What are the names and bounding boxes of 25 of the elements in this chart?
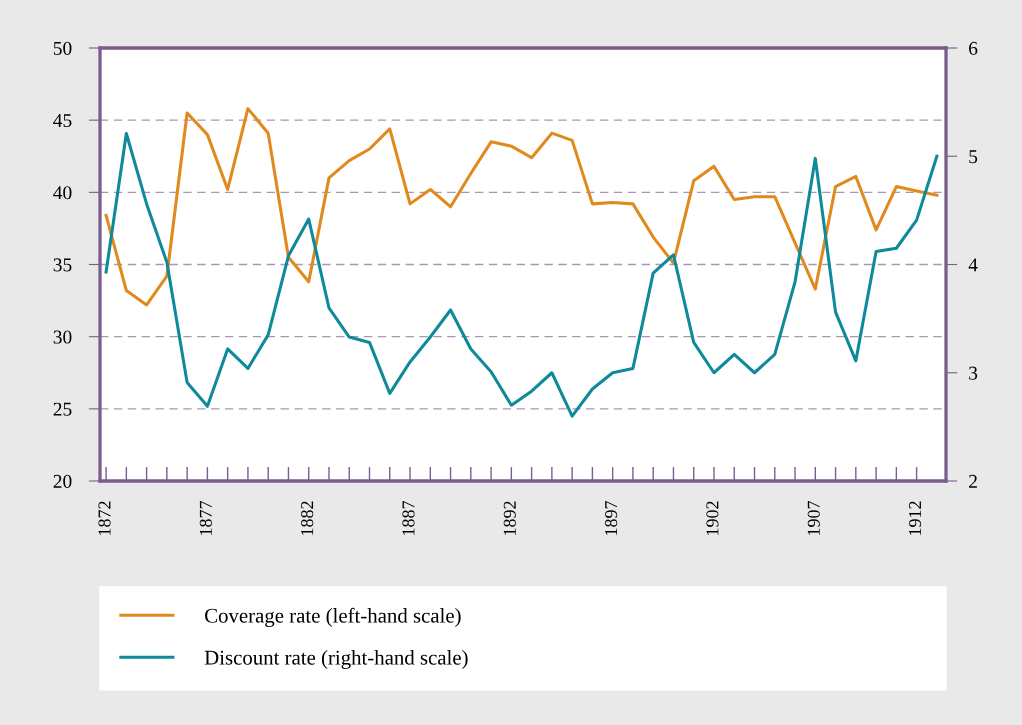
line-series bbox=[104, 131, 939, 418]
legend-label: Coverage rate (left-hand scale) bbox=[205, 607, 461, 627]
y2-tick-label: 2 bbox=[969, 474, 977, 488]
y2-tick-label: 3 bbox=[969, 366, 978, 380]
y-tick-label: 45 bbox=[53, 114, 72, 128]
y2-tick-label: 5 bbox=[969, 150, 978, 164]
y-tick-label: 30 bbox=[53, 330, 72, 344]
x-tick-label: 1907 bbox=[807, 500, 820, 535]
x-tick-label: 1902 bbox=[706, 501, 719, 535]
x-tick-label: 1912 bbox=[909, 501, 922, 535]
x-tick-label: 1897 bbox=[605, 500, 618, 535]
y-tick-label: 50 bbox=[53, 41, 72, 55]
legend-label: Discount rate (right-hand scale) bbox=[204, 650, 468, 669]
line-series bbox=[104, 107, 939, 307]
y2-tick-label: 6 bbox=[969, 41, 978, 55]
x-tick-label: 1892 bbox=[503, 501, 516, 535]
y-tick-label: 20 bbox=[53, 474, 72, 488]
y2-tick-label: 4 bbox=[968, 258, 978, 272]
x-tick-label: 1882 bbox=[301, 501, 314, 535]
y-tick-label: 25 bbox=[53, 402, 72, 416]
y-tick-label: 35 bbox=[53, 258, 72, 272]
x-tick-label: 1887 bbox=[402, 500, 415, 535]
x-tick-label: 1872 bbox=[98, 501, 111, 535]
y-tick-label: 40 bbox=[53, 186, 72, 200]
x-tick-label: 1877 bbox=[199, 500, 212, 535]
